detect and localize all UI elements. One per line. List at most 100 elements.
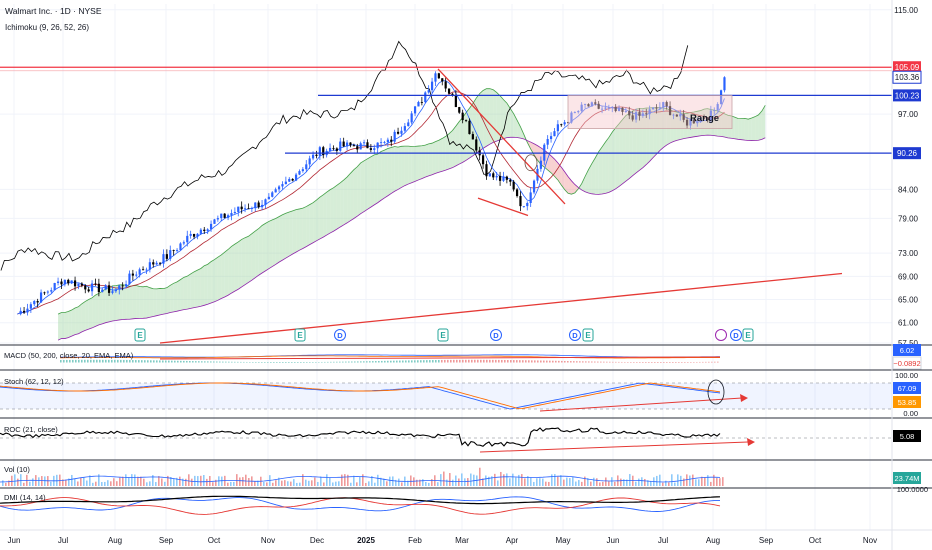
candle-body[interactable] [114, 289, 117, 292]
price-level-tag[interactable]: 90.26 [893, 147, 921, 160]
candle-body[interactable] [668, 106, 672, 116]
candle-body[interactable] [26, 308, 29, 313]
candle-body[interactable] [407, 122, 410, 127]
candle-body[interactable] [73, 280, 77, 287]
candle-body[interactable] [651, 107, 655, 110]
candle-body[interactable] [352, 145, 355, 147]
candle-body[interactable] [70, 280, 73, 284]
candle-body[interactable] [230, 213, 233, 216]
candle-body[interactable] [583, 104, 587, 105]
candle-body[interactable] [169, 250, 172, 259]
candle-body[interactable] [383, 142, 386, 143]
candle-body[interactable] [104, 285, 107, 290]
candle-body[interactable] [655, 107, 658, 109]
candle-body[interactable] [332, 147, 335, 149]
candle-body[interactable] [611, 106, 614, 108]
candle-body[interactable] [345, 142, 349, 147]
price-tick-label[interactable]: 69.00 [898, 272, 919, 281]
candle-body[interactable] [288, 178, 291, 182]
candle-body[interactable] [498, 175, 502, 181]
falling-wedge-lower-line[interactable] [477, 197, 529, 217]
candle-body[interactable] [553, 131, 556, 137]
candle-body[interactable] [495, 175, 498, 178]
candle-body[interactable] [529, 192, 532, 203]
candle-body[interactable] [713, 110, 716, 111]
candle-body[interactable] [617, 107, 621, 112]
candle-body[interactable] [546, 139, 549, 145]
candle-body[interactable] [369, 148, 372, 150]
candle-body[interactable] [702, 117, 706, 119]
candle-body[interactable] [322, 147, 325, 156]
earnings-marker[interactable]: E [134, 328, 146, 342]
candle-body[interactable] [549, 136, 553, 140]
candle-body[interactable] [485, 164, 488, 177]
stoch-bottom-tick[interactable]: 0.00 [903, 409, 918, 418]
price-tick-label[interactable]: 115.00 [894, 6, 918, 15]
dividend-marker[interactable]: D [490, 329, 502, 341]
candle-body[interactable] [573, 112, 576, 113]
candle-body[interactable] [631, 115, 634, 120]
candle-body[interactable] [281, 184, 284, 187]
candle-body[interactable] [271, 192, 274, 197]
candle-body[interactable] [475, 139, 478, 151]
time-tick-label[interactable]: Aug [108, 536, 122, 545]
time-tick-label[interactable]: May [555, 536, 570, 545]
candle-body[interactable] [424, 92, 427, 103]
candle-body[interactable] [519, 196, 522, 207]
candle-body[interactable] [413, 106, 417, 114]
candle-body[interactable] [719, 90, 723, 105]
candle-body[interactable] [298, 171, 301, 175]
candle-body[interactable] [672, 114, 675, 116]
candle-body[interactable] [335, 148, 338, 151]
candle-body[interactable] [441, 78, 444, 82]
candles[interactable] [19, 71, 726, 316]
candle-body[interactable] [203, 229, 206, 231]
candle-body[interactable] [356, 146, 359, 150]
candle-body[interactable] [560, 124, 563, 126]
candle-body[interactable] [267, 196, 270, 200]
indicator-title[interactable]: Ichimoku (9, 26, 52, 26) [5, 23, 89, 32]
candle-body[interactable] [138, 269, 141, 275]
candle-body[interactable] [277, 186, 281, 190]
candle-body[interactable] [366, 142, 369, 149]
candle-body[interactable] [192, 233, 196, 237]
candle-body[interactable] [182, 242, 185, 244]
dividend-marker[interactable]: D [730, 329, 742, 341]
candle-body[interactable] [111, 291, 114, 293]
candle-body[interactable] [124, 284, 128, 287]
split-marker-icon[interactable] [715, 329, 727, 341]
candle-body[interactable] [716, 104, 719, 111]
volume-value-tag[interactable]: 23.74M [893, 472, 921, 484]
candle-body[interactable] [526, 202, 529, 207]
candle-body[interactable] [141, 269, 145, 271]
candle-body[interactable] [454, 95, 457, 108]
candle-body[interactable] [318, 147, 321, 156]
candle-body[interactable] [403, 126, 406, 131]
candle-body[interactable] [206, 229, 209, 231]
candle-body[interactable] [107, 285, 111, 293]
candle-body[interactable] [580, 104, 583, 112]
candle-body[interactable] [437, 73, 440, 79]
candle-body[interactable] [447, 88, 451, 94]
candle-body[interactable] [675, 114, 678, 117]
candle-body[interactable] [532, 180, 536, 193]
candle-body[interactable] [662, 102, 665, 108]
candle-body[interactable] [379, 142, 383, 144]
candle-body[interactable] [390, 139, 393, 142]
candle-body[interactable] [349, 142, 352, 146]
candle-body[interactable] [692, 119, 695, 124]
candle-body[interactable] [634, 112, 638, 120]
candle-body[interactable] [145, 269, 148, 271]
time-tick-label[interactable]: 2025 [357, 536, 375, 545]
candle-body[interactable] [46, 291, 49, 293]
candle-body[interactable] [199, 229, 202, 234]
candle-body[interactable] [594, 102, 597, 104]
candle-body[interactable] [696, 121, 699, 124]
candle-body[interactable] [468, 120, 471, 135]
candle-body[interactable] [33, 301, 36, 305]
candle-body[interactable] [60, 281, 63, 285]
candle-body[interactable] [284, 181, 287, 185]
dividend-icon[interactable] [490, 329, 502, 341]
earnings-icon[interactable] [437, 328, 449, 342]
candle-body[interactable] [706, 118, 709, 121]
